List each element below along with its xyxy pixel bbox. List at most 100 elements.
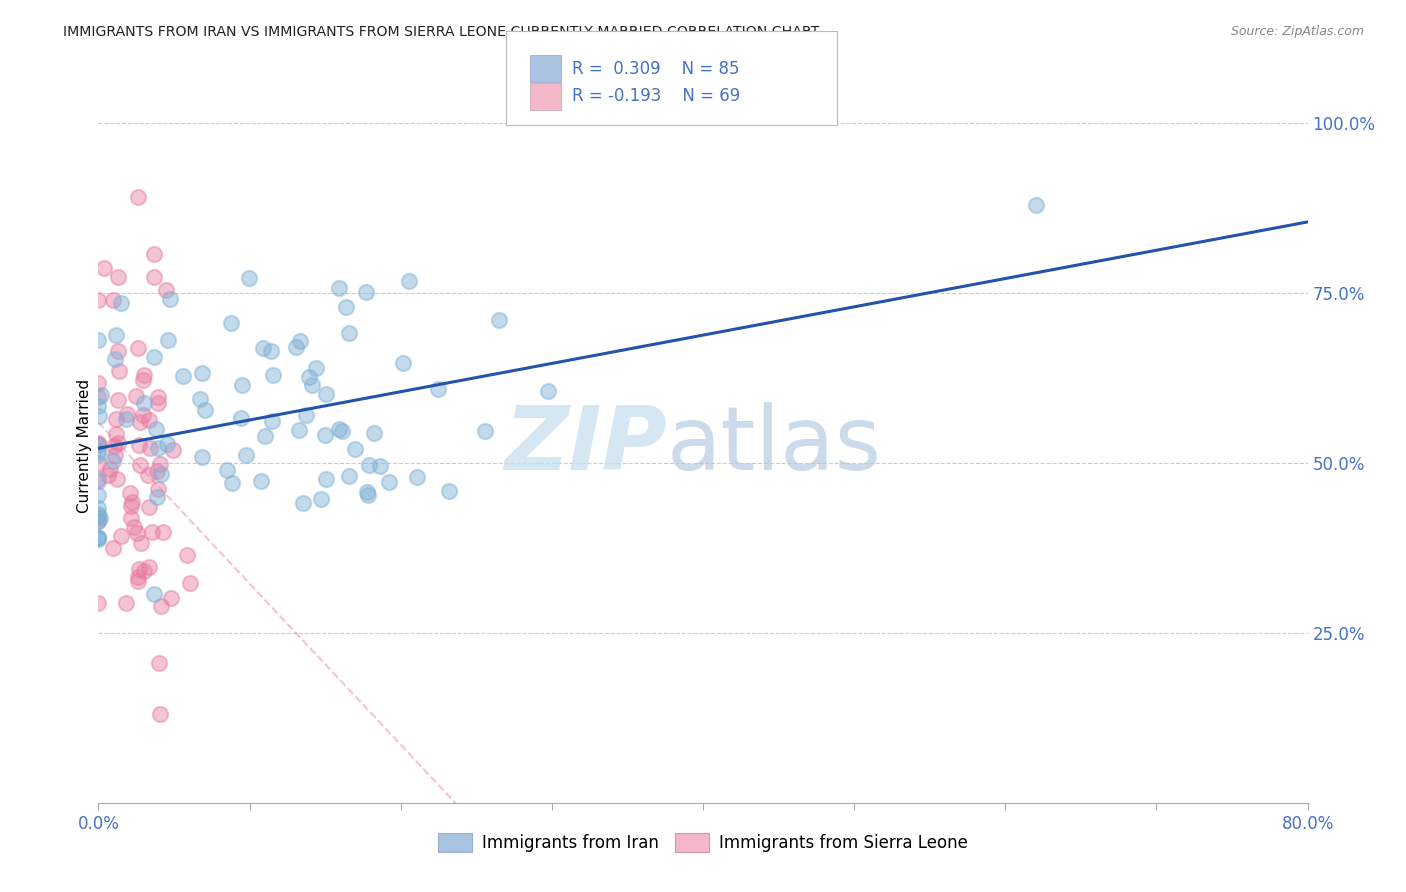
Point <box>191 366 214 380</box>
Point <box>328 281 350 295</box>
Point <box>363 425 385 440</box>
Point <box>93 260 115 275</box>
Point <box>179 576 201 591</box>
Point <box>87 471 110 485</box>
Point <box>118 485 141 500</box>
Point <box>335 300 357 314</box>
Point <box>298 370 321 384</box>
Point <box>128 438 150 452</box>
Point <box>87 508 110 523</box>
Point <box>127 570 149 584</box>
Text: R = -0.193    N = 69: R = -0.193 N = 69 <box>572 87 741 105</box>
Point <box>127 341 149 355</box>
Point <box>110 296 132 310</box>
Point <box>87 456 110 470</box>
Point <box>107 343 129 358</box>
Point <box>146 396 169 410</box>
Point <box>104 448 127 462</box>
Point <box>110 529 132 543</box>
Point <box>105 472 128 486</box>
Point <box>146 391 169 405</box>
Point <box>288 423 311 437</box>
Point <box>103 541 125 555</box>
Text: R =  0.309    N = 85: R = 0.309 N = 85 <box>572 60 740 78</box>
Point <box>439 484 461 499</box>
Point <box>146 490 169 504</box>
Point <box>129 458 152 472</box>
Point <box>156 334 179 348</box>
Point <box>398 274 420 288</box>
Point <box>89 511 111 525</box>
Point <box>294 409 316 423</box>
Point <box>152 525 174 540</box>
Point <box>291 495 314 509</box>
Legend: Immigrants from Iran, Immigrants from Sierra Leone: Immigrants from Iran, Immigrants from Si… <box>432 826 974 859</box>
Point <box>125 389 148 403</box>
Point <box>120 511 142 525</box>
Point <box>285 340 308 354</box>
Point <box>143 587 166 601</box>
Point <box>314 428 336 442</box>
Point <box>87 376 110 390</box>
Point <box>131 373 153 387</box>
Point <box>98 461 121 475</box>
Point <box>288 334 311 348</box>
Point <box>149 467 172 482</box>
Point <box>337 469 360 483</box>
Point <box>162 442 184 457</box>
Point <box>139 442 162 456</box>
Point <box>330 425 353 439</box>
Point <box>149 707 172 722</box>
Point <box>87 438 110 452</box>
Point <box>309 492 332 507</box>
Point <box>87 514 110 528</box>
Point <box>104 412 127 426</box>
Point <box>405 470 427 484</box>
Point <box>87 530 110 544</box>
Point <box>305 360 328 375</box>
Point <box>215 463 238 477</box>
Point <box>138 560 160 574</box>
Point <box>87 399 110 413</box>
Point <box>132 564 155 578</box>
Point <box>343 442 366 456</box>
Point <box>148 441 170 455</box>
Point <box>87 488 110 502</box>
Point <box>138 500 160 514</box>
Point <box>108 364 131 378</box>
Point <box>474 424 496 438</box>
Point <box>105 427 128 442</box>
Point <box>148 657 170 671</box>
Point <box>129 415 152 429</box>
Point <box>87 501 110 516</box>
Point <box>231 377 253 392</box>
Point <box>107 269 129 284</box>
Point <box>328 422 350 436</box>
Point <box>87 507 110 521</box>
Point <box>176 549 198 563</box>
Point <box>142 247 165 261</box>
Point <box>238 271 260 285</box>
Point <box>101 293 124 307</box>
Point <box>368 458 391 473</box>
Point <box>426 383 449 397</box>
Point <box>1024 198 1046 212</box>
Point <box>354 285 377 299</box>
Point <box>87 447 110 461</box>
Text: atlas: atlas <box>666 402 882 490</box>
Point <box>105 327 128 342</box>
Point <box>262 368 284 382</box>
Text: ZIP: ZIP <box>503 402 666 490</box>
Point <box>156 436 179 450</box>
Point <box>134 396 156 410</box>
Point <box>145 464 167 478</box>
Point <box>250 474 273 488</box>
Point <box>90 388 112 402</box>
Point <box>219 317 242 331</box>
Point <box>97 468 120 483</box>
Point <box>337 326 360 340</box>
Point <box>356 485 378 500</box>
Point <box>120 499 142 513</box>
Point <box>87 409 110 423</box>
Text: Source: ZipAtlas.com: Source: ZipAtlas.com <box>1230 25 1364 38</box>
